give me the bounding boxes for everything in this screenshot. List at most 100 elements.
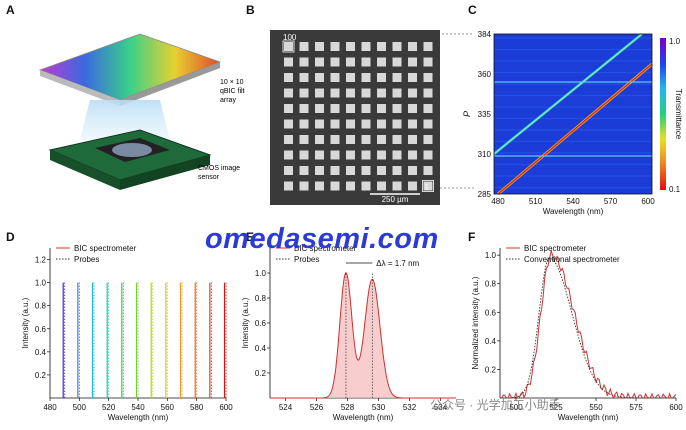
y-tick-label: 0.6: [35, 325, 47, 334]
filter-square: [408, 150, 417, 160]
x-tick-label: 550: [589, 403, 603, 412]
y-tick-label: 0.6: [255, 319, 267, 328]
x-tick-label: 532: [403, 403, 417, 412]
bic-spectrum: [270, 271, 456, 399]
filter-square: [346, 104, 355, 113]
filter-square: [408, 119, 417, 129]
filter-square: [377, 73, 386, 82]
x-tick-label: 540: [131, 403, 145, 412]
chart-d: 480 500 520 540 560 580 600 0.2 0.4 0.6 0.8 1.0 1.2 W…: [21, 244, 233, 422]
filter-square: [315, 42, 324, 51]
filter-square: [330, 42, 340, 51]
filter-square: [361, 88, 371, 98]
x-tick-label: 600: [219, 403, 233, 412]
legend-label-1: BIC spectrometer: [74, 244, 137, 253]
filter-square: [423, 104, 433, 113]
c-ytick: 310: [478, 150, 492, 159]
filter-square: [423, 73, 433, 82]
filter-square: [377, 119, 386, 129]
x-axis-label: Wavelength (nm): [558, 413, 619, 422]
panel-b-letter: B: [246, 3, 255, 17]
c-xtick: 600: [641, 197, 655, 206]
x-tick-label: 528: [341, 403, 355, 412]
panel-b-micrograph: 100 1 250 µm: [270, 30, 440, 205]
x-tick-label: 580: [190, 403, 204, 412]
filter-square: [299, 73, 309, 82]
legend-label-2: Conventional spectrometer: [524, 255, 620, 264]
filter-square: [361, 166, 371, 175]
filter-square: [361, 135, 371, 144]
filter-100-outline: [282, 40, 295, 53]
filter-square: [346, 119, 355, 129]
filter-square: [284, 88, 293, 98]
x-tick-label: 575: [629, 403, 643, 412]
y-tick-label: 1.0: [35, 279, 47, 288]
filter-square: [392, 73, 402, 82]
filter-square: [423, 135, 433, 144]
filter-square: [299, 135, 309, 144]
filter-square: [408, 57, 417, 67]
filter-square: [346, 150, 355, 160]
filter-square: [315, 57, 324, 67]
filter-square: [299, 42, 309, 51]
filter-square: [361, 104, 371, 113]
y-tick-label: 0.2: [485, 365, 497, 374]
panel-f-letter: F: [468, 230, 476, 244]
bic-spectrum: [500, 249, 677, 400]
panel-c-letter: C: [468, 3, 477, 17]
cbar-bottom-label: 0.1: [669, 185, 681, 194]
filter-label-100: 100: [283, 33, 297, 42]
filter-square: [377, 166, 386, 175]
legend-label-2: Probes: [74, 255, 99, 264]
filter-square: [284, 73, 293, 82]
filter-square: [330, 119, 340, 129]
filter-square: [346, 73, 355, 82]
x-tick-label: 530: [372, 403, 386, 412]
x-tick-label: 480: [43, 403, 57, 412]
filter-square: [346, 42, 355, 51]
x-tick-label: 520: [102, 403, 116, 412]
filter-square: [330, 88, 340, 98]
filter-square: [423, 166, 433, 175]
filter-square: [408, 42, 417, 51]
c-ytick: 360: [478, 70, 492, 79]
filter-square: [377, 57, 386, 67]
c-xtick: 570: [604, 197, 618, 206]
filter-square: [315, 150, 324, 160]
filter-square: [377, 104, 386, 113]
filter-square: [330, 181, 340, 191]
y-tick-label: 0.2: [35, 371, 47, 380]
filter-square: [299, 119, 309, 129]
filter-square: [346, 181, 355, 191]
watermark-text: omedasemi.com: [205, 223, 439, 255]
colorbar: [660, 38, 666, 190]
filter-square: [392, 181, 402, 191]
y-tick-label: 0.4: [255, 344, 267, 353]
filter-1-outline: [422, 180, 434, 192]
y-axis-label: Intensity (a.u.): [21, 297, 30, 348]
x-tick-label: 560: [161, 403, 175, 412]
sensor-label: CMOS image sensor: [198, 165, 240, 181]
light-beam: [80, 100, 170, 140]
filter-square: [284, 42, 293, 51]
x-axis-label: Wavelength (nm): [108, 413, 169, 422]
filter-square: [299, 150, 309, 160]
filter-square: [346, 135, 355, 144]
filter-square: [377, 88, 386, 98]
cbar-top-label: 1.0: [669, 37, 681, 46]
y-tick-label: 1.0: [255, 269, 267, 278]
filter-square: [392, 88, 402, 98]
y-axis-label: Intensity (a.u.): [241, 297, 250, 348]
filter-square: [330, 57, 340, 67]
spectrum-fill: [270, 272, 456, 398]
filter-square: [392, 57, 402, 67]
x-tick-label: 500: [509, 403, 523, 412]
filter-square: [377, 42, 386, 51]
c-xtick: 480: [491, 197, 505, 206]
x-tick-label: 525: [549, 403, 563, 412]
filter-square: [315, 181, 324, 191]
filter-square: [377, 150, 386, 160]
filter-square: [408, 166, 417, 175]
